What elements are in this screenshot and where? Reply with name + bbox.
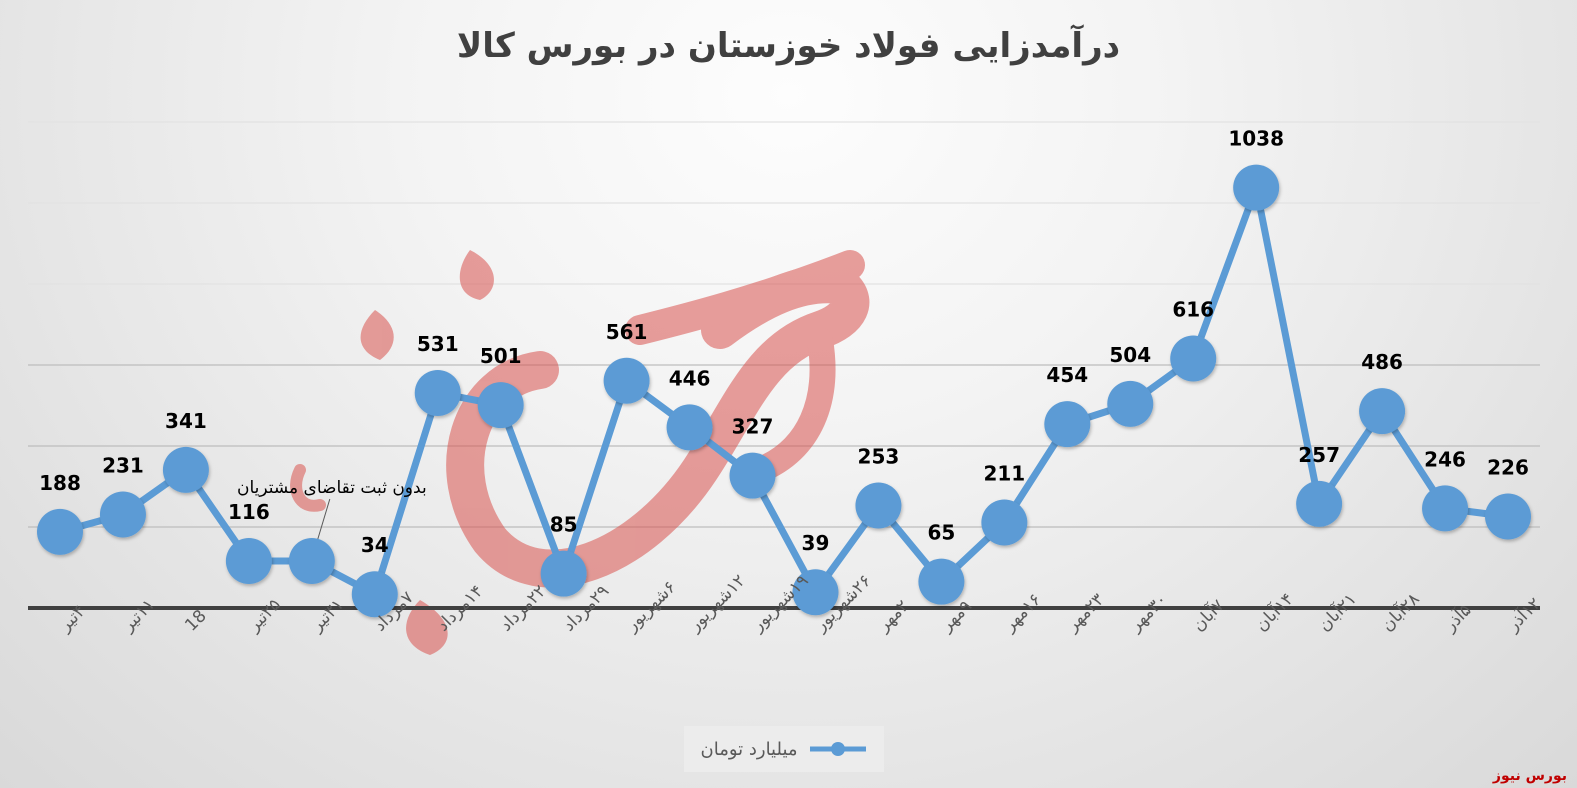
data-label: 454: [1046, 363, 1088, 387]
data-label: 39: [802, 531, 830, 555]
data-point: [1233, 164, 1280, 211]
chart-title: درآمدزایی فولاد خوزستان در بورس کالا: [456, 26, 1121, 66]
series-line: [59, 184, 1509, 598]
data-point: [37, 508, 83, 555]
x-tick-label: ۲۱آبان: [1313, 588, 1361, 636]
data-label: 116: [228, 500, 270, 524]
data-label: 561: [606, 320, 648, 344]
data-point: [792, 569, 839, 616]
data-point: [477, 382, 524, 429]
credit-text: بورس نیوز: [1492, 768, 1567, 784]
data-label: 65: [927, 521, 955, 545]
x-tick-label: ۱۱تیر: [118, 595, 159, 636]
data-label: 1038: [1228, 127, 1284, 151]
data-label: 446: [669, 366, 711, 390]
data-point: [1296, 480, 1343, 527]
data-point: [288, 538, 335, 585]
data-point: [918, 558, 965, 605]
data-point: [1422, 485, 1469, 532]
data-label: 231: [102, 453, 144, 477]
data-label: 341: [165, 409, 207, 433]
annotation-text: بدون ثبت تقاضای مشتریان: [237, 478, 427, 498]
data-point: [1485, 493, 1531, 540]
data-label: 504: [1109, 343, 1151, 367]
data-point: [855, 482, 902, 529]
data-point: [351, 571, 398, 618]
data-point: [414, 369, 461, 416]
data-point: [1170, 335, 1217, 382]
data-point: [99, 491, 146, 538]
x-tick-label: ۲۵تیر: [244, 595, 285, 636]
x-tick-label: ۷آبان: [1187, 594, 1228, 635]
x-tick-label: ۲۸آبان: [1376, 588, 1424, 636]
x-tick-label: ۳۱تیر: [307, 595, 348, 636]
legend-label: میلیارد تومان: [700, 738, 798, 760]
data-point: [603, 357, 650, 404]
x-tick-label: ۲مهر: [873, 596, 913, 636]
legend-swatch: [809, 742, 866, 756]
x-tick-label: ۱۶مهر: [999, 590, 1045, 636]
data-label: 531: [417, 332, 459, 356]
x-tick-label: 18: [181, 606, 210, 635]
x-tick-label: ۱۲شهریور: [684, 571, 749, 636]
data-point: [729, 452, 776, 499]
x-tick-label: ۱۲آذر: [1501, 593, 1545, 637]
data-point: [1044, 401, 1091, 448]
legend: میلیارد تومان: [684, 726, 884, 772]
data-label: 188: [39, 471, 81, 495]
data-label: 226: [1487, 455, 1529, 479]
data-label: 486: [1361, 350, 1403, 374]
data-label: 616: [1172, 298, 1214, 322]
data-point: [981, 499, 1028, 546]
x-tick-label: ۱۴آبان: [1250, 588, 1298, 636]
data-points: [37, 164, 1531, 618]
data-label: 246: [1424, 447, 1466, 471]
x-tick-label: ۳۰مهر: [1125, 590, 1171, 636]
data-point: [1107, 380, 1154, 427]
watermark-logo: [290, 250, 870, 655]
data-label: 85: [550, 513, 578, 537]
x-tick-label: ۲۳مهر: [1062, 590, 1108, 636]
data-point: [1359, 388, 1406, 435]
data-label: 501: [480, 344, 522, 368]
data-label: 327: [732, 415, 774, 439]
data-point: [666, 404, 713, 451]
data-label: 34: [361, 533, 389, 557]
data-point: [540, 550, 587, 597]
data-point: [162, 446, 209, 493]
data-point: [225, 538, 272, 585]
data-label: 257: [1298, 443, 1340, 467]
data-labels: 188 231 341 116 34 531 501 85 561 446 327 39 253 65 21…: [39, 127, 1529, 558]
data-label: 253: [858, 445, 900, 469]
x-tick-label: ۵آذر: [1438, 599, 1475, 636]
data-label: 211: [983, 462, 1025, 486]
